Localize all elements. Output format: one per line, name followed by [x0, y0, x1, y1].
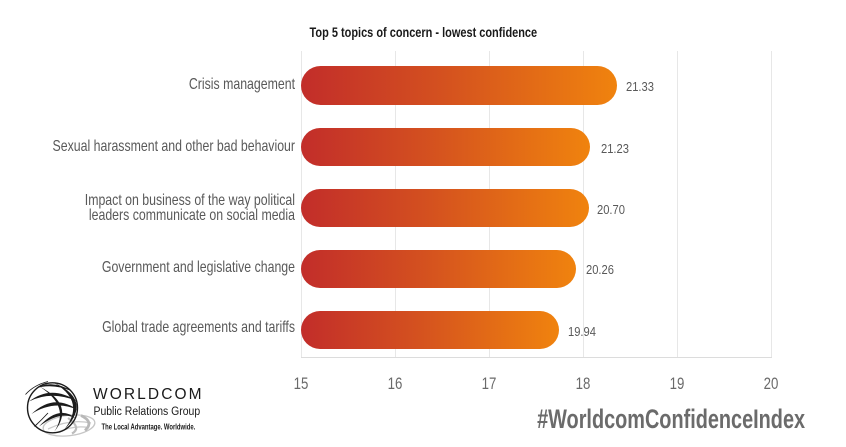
svg-text:WORLDCOM: WORLDCOM	[93, 386, 204, 403]
svg-text:Public Relations Group: Public Relations Group	[94, 405, 201, 418]
svg-text:The Local Advantage. Worldwide: The Local Advantage. Worldwide.	[102, 424, 196, 432]
